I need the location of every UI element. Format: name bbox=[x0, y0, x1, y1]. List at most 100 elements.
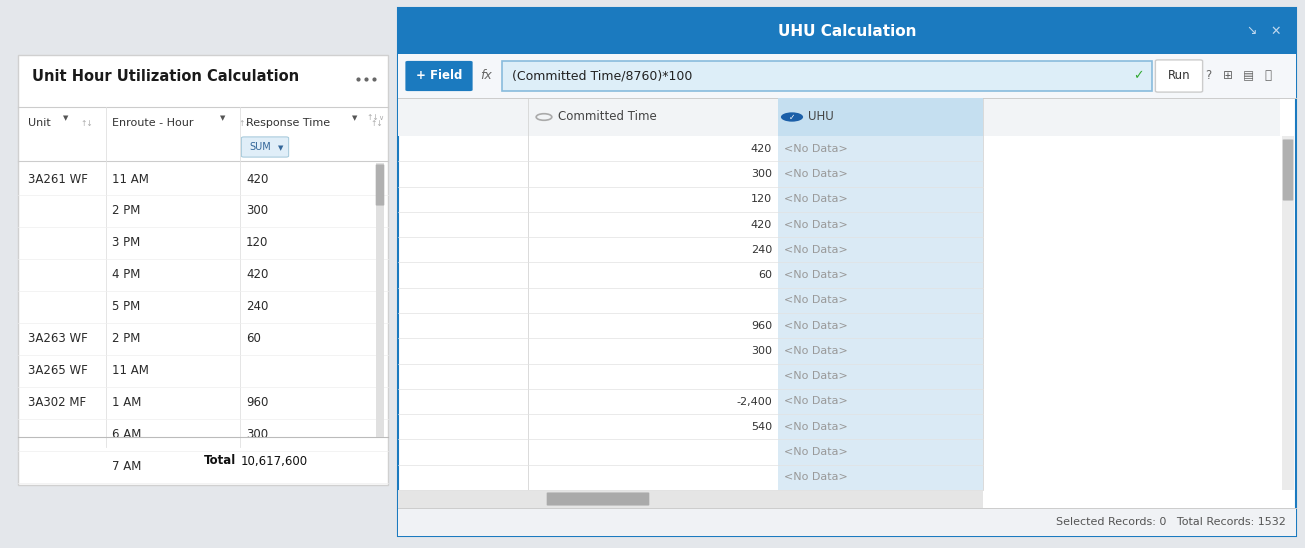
Text: SUM: SUM bbox=[249, 142, 271, 152]
Text: ↑↓: ↑↓ bbox=[365, 113, 378, 123]
Text: <No Data>: <No Data> bbox=[784, 220, 848, 230]
Text: <No Data>: <No Data> bbox=[784, 245, 848, 255]
FancyBboxPatch shape bbox=[398, 8, 1296, 54]
Text: (Committed Time/8760)*100: (Committed Time/8760)*100 bbox=[512, 70, 693, 83]
FancyBboxPatch shape bbox=[376, 163, 384, 437]
FancyBboxPatch shape bbox=[398, 490, 983, 508]
FancyBboxPatch shape bbox=[1155, 60, 1203, 92]
Text: <No Data>: <No Data> bbox=[784, 447, 848, 457]
FancyBboxPatch shape bbox=[778, 136, 983, 161]
Text: 3A265 WF: 3A265 WF bbox=[27, 364, 87, 378]
Text: 420: 420 bbox=[247, 173, 269, 186]
FancyBboxPatch shape bbox=[1282, 136, 1295, 490]
Text: UHU Calculation: UHU Calculation bbox=[778, 24, 916, 38]
Text: 300: 300 bbox=[247, 204, 268, 218]
Text: ✓: ✓ bbox=[788, 112, 795, 122]
FancyBboxPatch shape bbox=[778, 414, 983, 439]
Text: 240: 240 bbox=[750, 245, 773, 255]
FancyBboxPatch shape bbox=[778, 313, 983, 338]
Text: ↑↓: ↑↓ bbox=[371, 118, 382, 128]
FancyBboxPatch shape bbox=[547, 493, 650, 506]
Text: ▼: ▼ bbox=[352, 116, 358, 122]
Text: <No Data>: <No Data> bbox=[784, 397, 848, 407]
FancyBboxPatch shape bbox=[398, 8, 1296, 536]
FancyBboxPatch shape bbox=[376, 164, 384, 206]
Text: <No Data>: <No Data> bbox=[784, 472, 848, 482]
Text: ▼: ▼ bbox=[221, 116, 226, 122]
Text: ▤: ▤ bbox=[1242, 70, 1254, 83]
Text: 🗑: 🗑 bbox=[1265, 70, 1271, 83]
FancyBboxPatch shape bbox=[778, 465, 983, 490]
Text: 120: 120 bbox=[750, 194, 773, 204]
Text: <No Data>: <No Data> bbox=[784, 169, 848, 179]
Text: 5 PM: 5 PM bbox=[112, 300, 140, 313]
FancyBboxPatch shape bbox=[778, 288, 983, 313]
FancyBboxPatch shape bbox=[778, 439, 983, 465]
Text: ✕: ✕ bbox=[1271, 25, 1282, 37]
Text: Unit: Unit bbox=[27, 118, 51, 128]
Text: Committed Time: Committed Time bbox=[559, 111, 656, 123]
Text: 300: 300 bbox=[750, 346, 773, 356]
Text: 2 PM: 2 PM bbox=[112, 204, 141, 218]
Text: 11 AM: 11 AM bbox=[112, 173, 149, 186]
Text: 60: 60 bbox=[247, 333, 261, 345]
Text: ⊞: ⊞ bbox=[1223, 70, 1233, 83]
Text: 7 AM: 7 AM bbox=[112, 460, 141, 473]
Text: UHU: UHU bbox=[808, 111, 834, 123]
Text: 60: 60 bbox=[758, 270, 773, 280]
Text: ?: ? bbox=[1205, 70, 1211, 83]
FancyBboxPatch shape bbox=[502, 61, 1152, 91]
Text: 3 PM: 3 PM bbox=[112, 237, 140, 249]
Text: 3A261 WF: 3A261 WF bbox=[27, 173, 87, 186]
FancyBboxPatch shape bbox=[241, 137, 288, 157]
Text: ↑↓: ↑↓ bbox=[239, 118, 252, 128]
Text: -2,400: -2,400 bbox=[736, 397, 773, 407]
Text: ▼: ▼ bbox=[278, 145, 283, 151]
Text: 2 PM: 2 PM bbox=[112, 333, 141, 345]
Text: 960: 960 bbox=[750, 321, 773, 330]
Text: 300: 300 bbox=[750, 169, 773, 179]
Text: 420: 420 bbox=[750, 220, 773, 230]
Text: 10,617,600: 10,617,600 bbox=[241, 454, 308, 467]
Text: ↑↓: ↑↓ bbox=[80, 118, 93, 128]
Text: Run: Run bbox=[1168, 70, 1190, 83]
FancyBboxPatch shape bbox=[778, 98, 983, 136]
Text: Enroute - Hour: Enroute - Hour bbox=[112, 118, 193, 128]
Text: 420: 420 bbox=[247, 269, 269, 282]
Text: fx: fx bbox=[480, 70, 492, 83]
FancyBboxPatch shape bbox=[778, 262, 983, 288]
FancyBboxPatch shape bbox=[778, 363, 983, 389]
FancyBboxPatch shape bbox=[406, 61, 472, 91]
Text: 3A263 WF: 3A263 WF bbox=[27, 333, 87, 345]
FancyBboxPatch shape bbox=[778, 212, 983, 237]
Text: <No Data>: <No Data> bbox=[784, 295, 848, 305]
Text: 540: 540 bbox=[750, 422, 773, 432]
FancyBboxPatch shape bbox=[778, 186, 983, 212]
Text: 6 AM: 6 AM bbox=[112, 429, 141, 442]
FancyBboxPatch shape bbox=[1283, 139, 1293, 201]
FancyBboxPatch shape bbox=[778, 161, 983, 186]
Text: 11 AM: 11 AM bbox=[112, 364, 149, 378]
Text: 960: 960 bbox=[247, 397, 269, 409]
Text: 3A302 MF: 3A302 MF bbox=[27, 397, 86, 409]
Text: <No Data>: <No Data> bbox=[784, 194, 848, 204]
Text: ∨: ∨ bbox=[378, 115, 384, 121]
Text: Total: Total bbox=[204, 454, 236, 467]
FancyBboxPatch shape bbox=[398, 508, 1296, 536]
Text: ✓: ✓ bbox=[1134, 70, 1144, 83]
FancyBboxPatch shape bbox=[778, 237, 983, 262]
FancyBboxPatch shape bbox=[398, 54, 1296, 98]
Text: <No Data>: <No Data> bbox=[784, 346, 848, 356]
Text: <No Data>: <No Data> bbox=[784, 270, 848, 280]
FancyBboxPatch shape bbox=[778, 338, 983, 363]
FancyBboxPatch shape bbox=[778, 389, 983, 414]
Text: 120: 120 bbox=[247, 237, 269, 249]
FancyBboxPatch shape bbox=[18, 55, 388, 485]
Text: <No Data>: <No Data> bbox=[784, 144, 848, 153]
Text: 4 PM: 4 PM bbox=[112, 269, 141, 282]
Text: 1 AM: 1 AM bbox=[112, 397, 141, 409]
Text: Selected Records: 0   Total Records: 1532: Selected Records: 0 Total Records: 1532 bbox=[1056, 517, 1285, 527]
Text: <No Data>: <No Data> bbox=[784, 321, 848, 330]
Text: + Field: + Field bbox=[416, 70, 462, 83]
Text: <No Data>: <No Data> bbox=[784, 371, 848, 381]
